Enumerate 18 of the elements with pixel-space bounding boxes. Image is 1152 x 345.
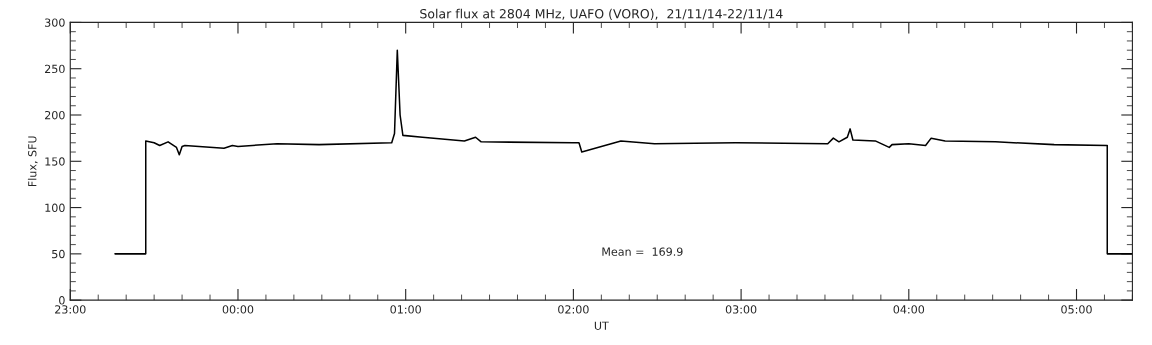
- x-tick-label: 02:00: [558, 305, 589, 314]
- x-tick-label: 05:00: [1061, 305, 1092, 314]
- x-axis-title: UT: [594, 321, 609, 330]
- x-tick-label: 01:00: [390, 305, 421, 314]
- x-tick-label: 00:00: [222, 305, 254, 314]
- x-tick-label: 23:00: [55, 305, 86, 314]
- x-tick-label: 04:00: [893, 305, 925, 314]
- y-tick-label: 200: [45, 110, 65, 120]
- y-tick-label: 100: [45, 203, 65, 212]
- x-tick-label: 03:00: [725, 305, 757, 314]
- y-tick-label: 50: [52, 249, 65, 259]
- y-tick-label: 150: [45, 157, 65, 166]
- y-tick-label: 250: [45, 64, 65, 74]
- y-tick-label: 0: [59, 296, 65, 305]
- y-axis-title: Flux, SFU: [27, 136, 38, 187]
- chart-title: Solar flux at 2804 MHz, UAFO (VORO), 21/11/14-22/11/14: [420, 8, 783, 20]
- annotation: Mean = 169.9: [602, 247, 683, 256]
- y-tick-label: 300: [45, 18, 65, 27]
